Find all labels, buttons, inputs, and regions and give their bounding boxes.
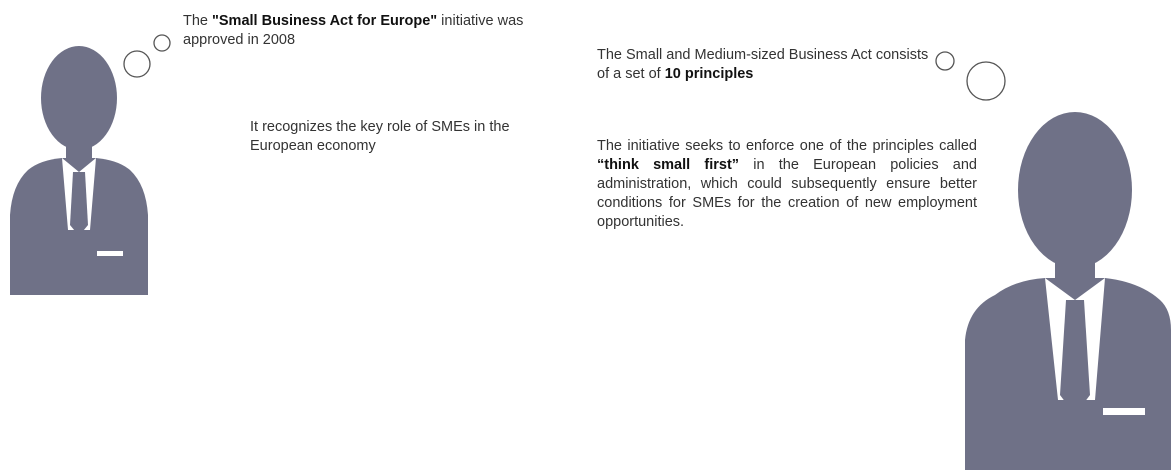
bold-text: "Small Business Act for Europe" — [212, 13, 438, 29]
statement: It recognizes the key role of SMEs in th… — [250, 118, 540, 156]
thought-bubbles — [123, 34, 1006, 101]
text: The initiative seeks to enforce one of t… — [597, 138, 977, 154]
text: initiative was approved in 2008 — [183, 13, 524, 48]
statement: The initiative seeks to enforce one of t… — [597, 137, 977, 232]
bold-text: “think small first” — [597, 157, 740, 173]
text: The — [183, 13, 213, 29]
text: It recognizes the key role of SMEs in th… — [250, 119, 510, 154]
statement: The Small and Medium-sized Business Act … — [597, 46, 937, 84]
left-person — [10, 46, 148, 295]
text: in the European policies and administrat… — [597, 157, 977, 230]
right-person — [965, 112, 1171, 470]
statement: The "Small Business Act for Europe" init… — [183, 12, 575, 50]
text: The Small and Medium-sized Business Act … — [597, 47, 929, 82]
bold-text: 10 principles — [664, 66, 754, 82]
